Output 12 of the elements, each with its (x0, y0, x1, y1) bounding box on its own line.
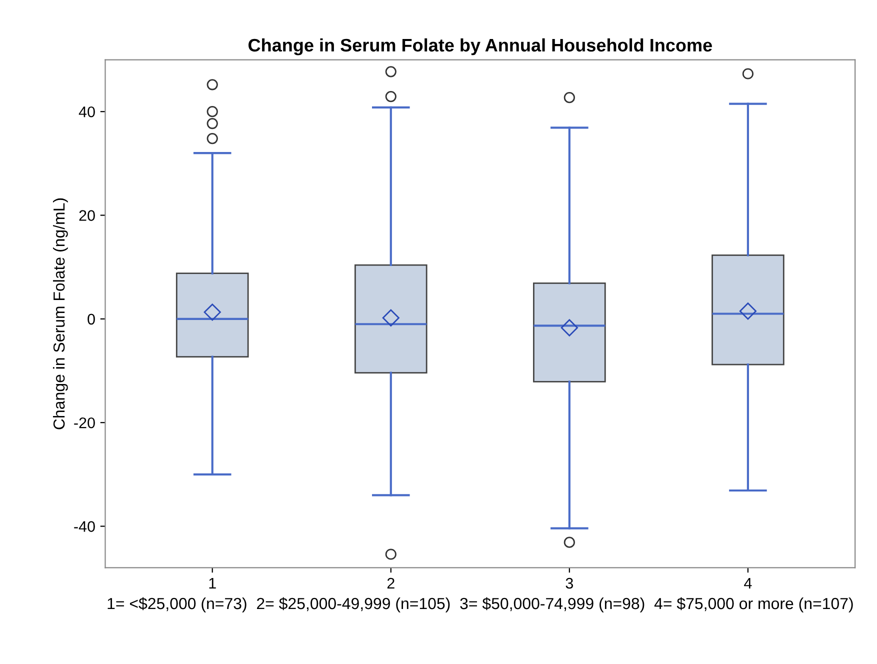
y-tick-label: -40 (74, 521, 95, 532)
y-axis-title: Change in Serum Folate (ng/mL) (52, 198, 68, 430)
y-tick-label: -20 (74, 417, 95, 428)
y-tick-label: 0 (88, 314, 95, 325)
x-axis-title: 1= <$25,000 (n=73) 2= $25,000-49,999 (n=105) 3= $50,000-74,999 (n=98) 4= $75,000 or more (n=107) (108, 597, 853, 612)
y-tick-label: 20 (79, 210, 95, 221)
chart-title: Change in Serum Folate by Annual Household Income (248, 38, 712, 56)
y-tick-label: 40 (78, 106, 95, 118)
x-tick-label: 2 (387, 578, 394, 589)
x-tick-label: 3 (566, 578, 573, 589)
x-tick-label: 4 (744, 578, 752, 589)
x-tick-label: 1 (209, 578, 216, 589)
